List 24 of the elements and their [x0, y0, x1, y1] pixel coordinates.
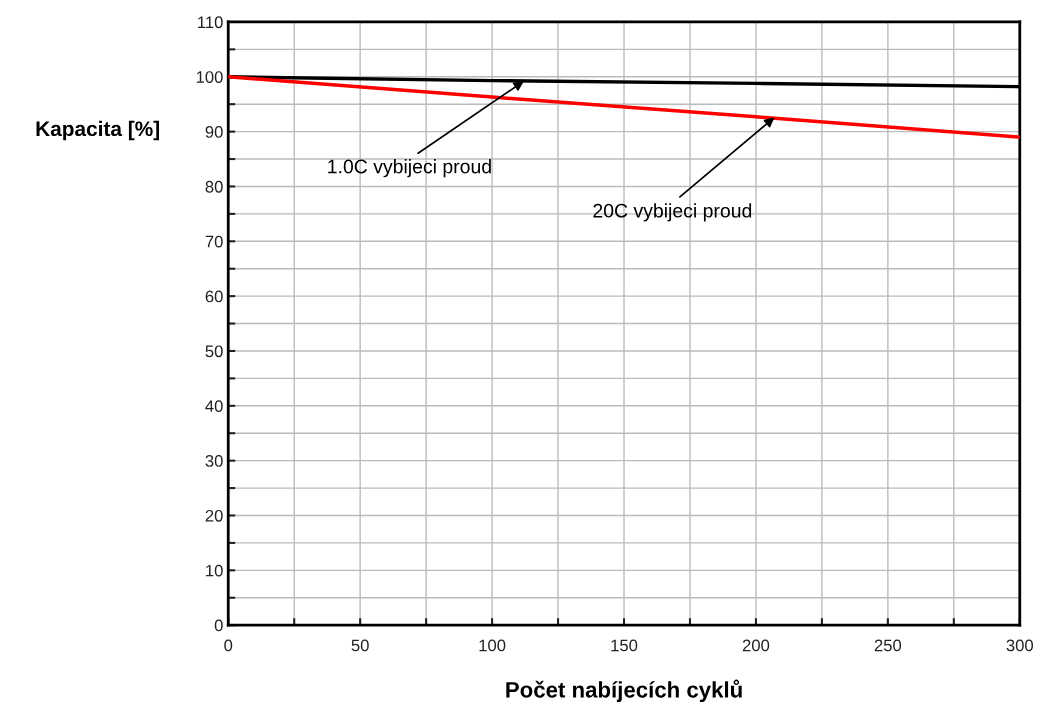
y-tick-label: 80: [205, 180, 223, 193]
y-tick-label: 30: [205, 455, 223, 467]
y-tick-label: 60: [205, 290, 223, 303]
x-tick-label: 0: [224, 639, 233, 652]
x-tick-label: 300: [1006, 639, 1034, 652]
annotation: 20C vybijeci proud: [593, 203, 752, 222]
y-tick-label: 50: [205, 345, 223, 358]
y-tick-label: 70: [205, 235, 223, 248]
y-tick-label: 100: [196, 71, 223, 83]
y-tick-label: 10: [206, 564, 223, 577]
x-tick-label: 150: [611, 639, 638, 652]
x-tick-label: 100: [479, 639, 506, 652]
y-tick-label: 110: [198, 16, 223, 29]
y-axis-title: Kapacita [%]: [36, 120, 159, 141]
line-series: [228, 75, 1020, 139]
x-tick-label: 250: [874, 639, 902, 652]
x-tick-label: 50: [351, 639, 369, 652]
y-tick-label: 40: [205, 400, 223, 413]
y-tick-label: 0: [214, 619, 223, 632]
y-tick-label: 90: [205, 126, 223, 138]
annotation: 1.0C vybijeci proud: [328, 159, 491, 178]
x-axis-title: Počet nabíjecích cyklů: [506, 679, 742, 703]
x-tick-label: 200: [742, 639, 770, 652]
y-tick-label: 20: [205, 509, 223, 522]
